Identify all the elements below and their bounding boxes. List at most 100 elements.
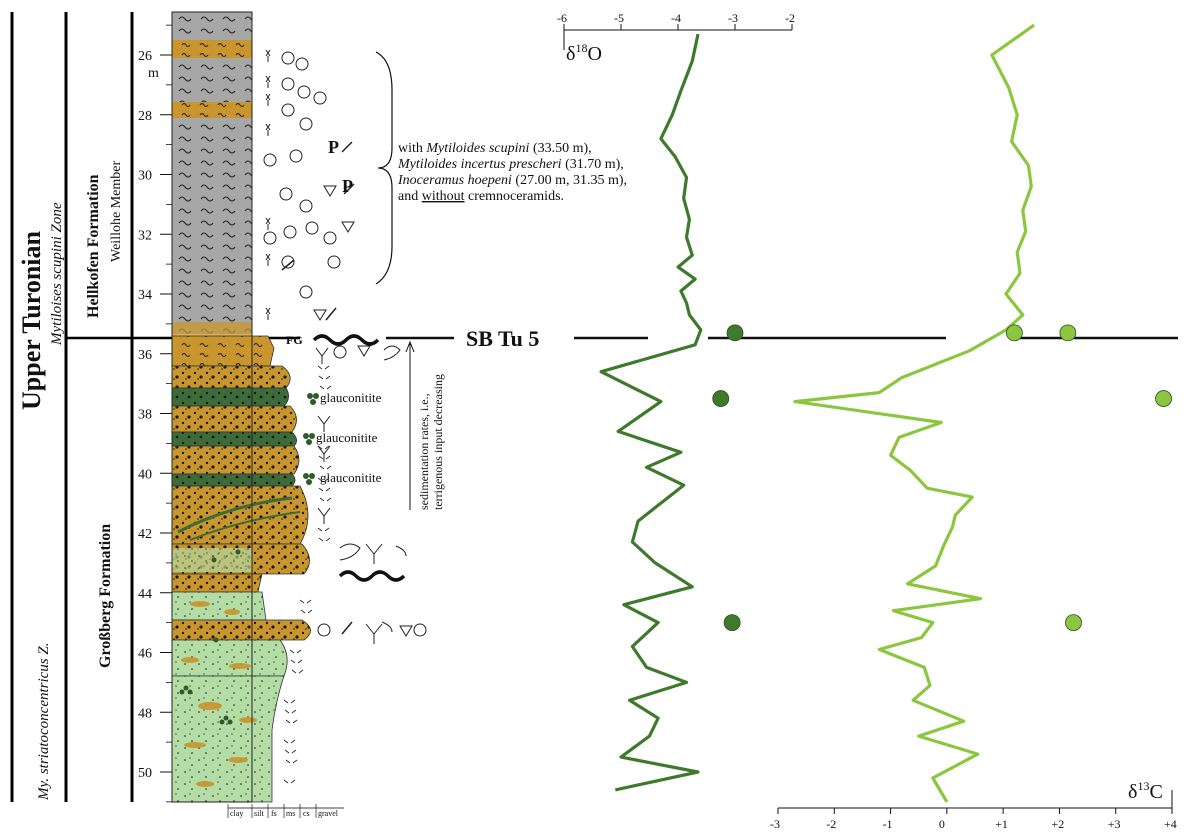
depth-tick-label: 26	[138, 49, 152, 64]
sand-band-upper	[172, 40, 252, 58]
sedimentation-note-line-2: terrigenous input decreasing	[431, 374, 445, 510]
depth-tick-label: 42	[138, 527, 152, 542]
fossil-note-segment: (27.00 m, 31.35 m),	[512, 173, 627, 188]
fossil-note-line-2: Mytiloides incertus prescheri (31.70 m),	[397, 157, 624, 172]
grain-fs: fs	[271, 809, 277, 818]
depth-axis: 26 28 30 32 34 36 38 40 42 44 46 48 50	[138, 24, 172, 803]
depth-tick-label: 48	[138, 706, 152, 721]
fossil-note-segment: Inoceramus hoepeni	[397, 173, 512, 188]
fossil-note-line-4: and without cremnoceramids.	[398, 189, 564, 204]
d13C-tick-label: -3	[770, 817, 780, 831]
d13C-tick-label: +4	[1164, 817, 1177, 831]
d13C-axis-label: δ13C	[1128, 779, 1163, 803]
d18O-tick-label: -6	[557, 11, 567, 25]
crinoid-icons	[281, 141, 355, 635]
sand-unit-3	[171, 405, 297, 433]
sand-unit-8	[171, 619, 311, 641]
p-marker-upper: P	[328, 137, 339, 157]
glauconitite-bed-2	[171, 431, 297, 447]
depth-tick-label: 38	[138, 408, 152, 423]
zone-label-lower: My. striatoconcentricus Z.	[36, 643, 52, 802]
zone-label-upper: Mytiloises scupini Zone	[49, 202, 65, 346]
isotope-curves	[599, 23, 1172, 803]
d13C-tick-label: -1	[883, 817, 893, 831]
glauconitite-bed-1	[171, 387, 289, 407]
bioturbation-ticks	[283, 365, 332, 784]
grain-size-scale: clay silt fs ms cs gravel	[227, 804, 344, 818]
d13C-curve	[793, 23, 1036, 803]
formation-label-grossberg: Großberg Formation	[97, 524, 114, 668]
bivalve-icons	[263, 51, 427, 637]
d18O-marker	[726, 324, 744, 342]
d18O-tick-label: -5	[614, 11, 624, 25]
fossil-symbols	[263, 49, 427, 784]
d13C-marker	[1059, 324, 1077, 342]
fossil-note-segment: without	[422, 189, 465, 204]
depth-tick-label: 44	[138, 587, 152, 602]
glauconitite-label-2: glauconitite	[316, 430, 378, 445]
p-marker-lower: P	[342, 176, 353, 196]
fossil-note-line-1: with Mytiloides scupini (33.50 m),	[398, 141, 592, 156]
sand-unit-2	[171, 365, 291, 389]
formation-label-hellkofen: Hellkofen Formation	[85, 174, 102, 318]
trace-fossil-icons	[265, 49, 271, 320]
sand-unit-7	[171, 573, 263, 593]
fossil-note-segment: Mytiloides incertus prescheri	[397, 157, 562, 172]
glauconitite-label-3: glauconitite	[320, 470, 382, 485]
fossil-note-segment: with	[398, 141, 426, 156]
depth-unit-label: m	[148, 66, 159, 81]
depth-tick-label: 36	[138, 348, 152, 363]
depth-tick-label: 30	[138, 169, 152, 184]
depth-tick-label: 40	[138, 467, 152, 482]
marl-unit	[172, 12, 252, 334]
fossil-note-line-3: Inoceramus hoepeni (27.00 m, 31.35 m),	[397, 173, 627, 188]
fg-label: FG	[286, 333, 303, 347]
sand-band-middle	[172, 102, 252, 118]
grain-cs: cs	[303, 809, 310, 818]
sand-unit-5	[171, 485, 309, 545]
column-frame	[10, 12, 300, 802]
d18O-tick-label: -2	[785, 11, 795, 25]
fossil-note-segment: Mytiloides scupini	[425, 141, 529, 156]
lithologic-column	[171, 11, 311, 803]
fossil-note-segment: (31.70 m),	[562, 157, 624, 172]
glauconitite-bed-3	[171, 473, 296, 487]
grain-silt: silt	[254, 809, 265, 818]
green-sand-unit-3	[171, 675, 285, 803]
glauconitite-label-1: glauconitite	[320, 390, 382, 405]
d18O-marker	[723, 614, 741, 632]
d18O-curve	[599, 33, 703, 792]
d18O-axis-label: δ18O	[566, 41, 602, 65]
grain-clay: clay	[230, 809, 243, 818]
sedimentation-arrow	[405, 340, 415, 510]
d13C-marker	[1006, 324, 1023, 342]
d13C-tick-label: -2	[826, 817, 836, 831]
column-outline	[171, 11, 253, 803]
depth-tick-label: 32	[138, 228, 152, 243]
d13C-marker	[1155, 390, 1172, 407]
sand-unit-1	[171, 335, 275, 367]
d13C-tick-label: +2	[1051, 817, 1064, 831]
wavy-erosion-marks	[312, 334, 406, 582]
ammonite-icons	[339, 345, 407, 633]
d13C-marker	[1065, 614, 1082, 632]
stage-label: Upper Turonian	[17, 230, 46, 410]
d18O-tick-label: -3	[728, 11, 738, 25]
fossil-note-segment: cremnoceramids.	[465, 189, 565, 204]
brachiopod-icons	[313, 185, 413, 637]
transition-band	[172, 322, 252, 336]
depth-tick-label: 50	[138, 766, 152, 781]
grain-ms: ms	[286, 809, 295, 818]
d18O-marker	[712, 390, 730, 407]
depth-tick-label: 28	[138, 109, 152, 124]
fossil-note-segment: and	[398, 189, 422, 204]
d13C-tick-label: +3	[1108, 817, 1121, 831]
sedimentation-note-line-1: sedimentation rates, i.e.,	[417, 393, 431, 510]
burrow-icons	[315, 347, 383, 644]
d13C-axis: -3 -2 -1 0 +1 +2 +3 +4 δ13C	[770, 779, 1177, 831]
fossil-note-segment: (33.50 m),	[529, 141, 591, 156]
sand-unit-4	[171, 445, 300, 475]
member-label-weillohe: Weillohe Member	[109, 161, 124, 262]
depth-tick-label: 46	[138, 647, 152, 662]
glauconite-icons	[303, 393, 319, 485]
